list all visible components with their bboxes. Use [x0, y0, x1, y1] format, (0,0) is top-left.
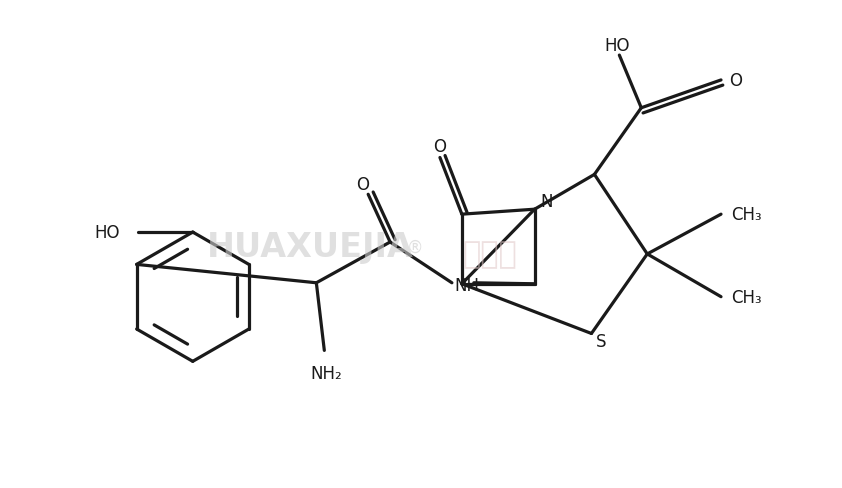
Text: CH₃: CH₃ — [731, 206, 762, 224]
Text: NH: NH — [454, 276, 479, 294]
Text: O: O — [355, 176, 369, 194]
Text: O: O — [434, 137, 446, 155]
Text: O: O — [729, 72, 742, 90]
Text: CH₃: CH₃ — [731, 288, 762, 306]
Text: ®: ® — [407, 239, 424, 257]
Text: HO: HO — [605, 37, 630, 55]
Text: NH₂: NH₂ — [311, 365, 342, 383]
Text: HUAXUEJIA: HUAXUEJIA — [207, 231, 413, 264]
Text: N: N — [541, 193, 553, 211]
Text: S: S — [595, 333, 606, 351]
Text: HO: HO — [94, 224, 120, 242]
Text: 化学加: 化学加 — [462, 240, 517, 269]
